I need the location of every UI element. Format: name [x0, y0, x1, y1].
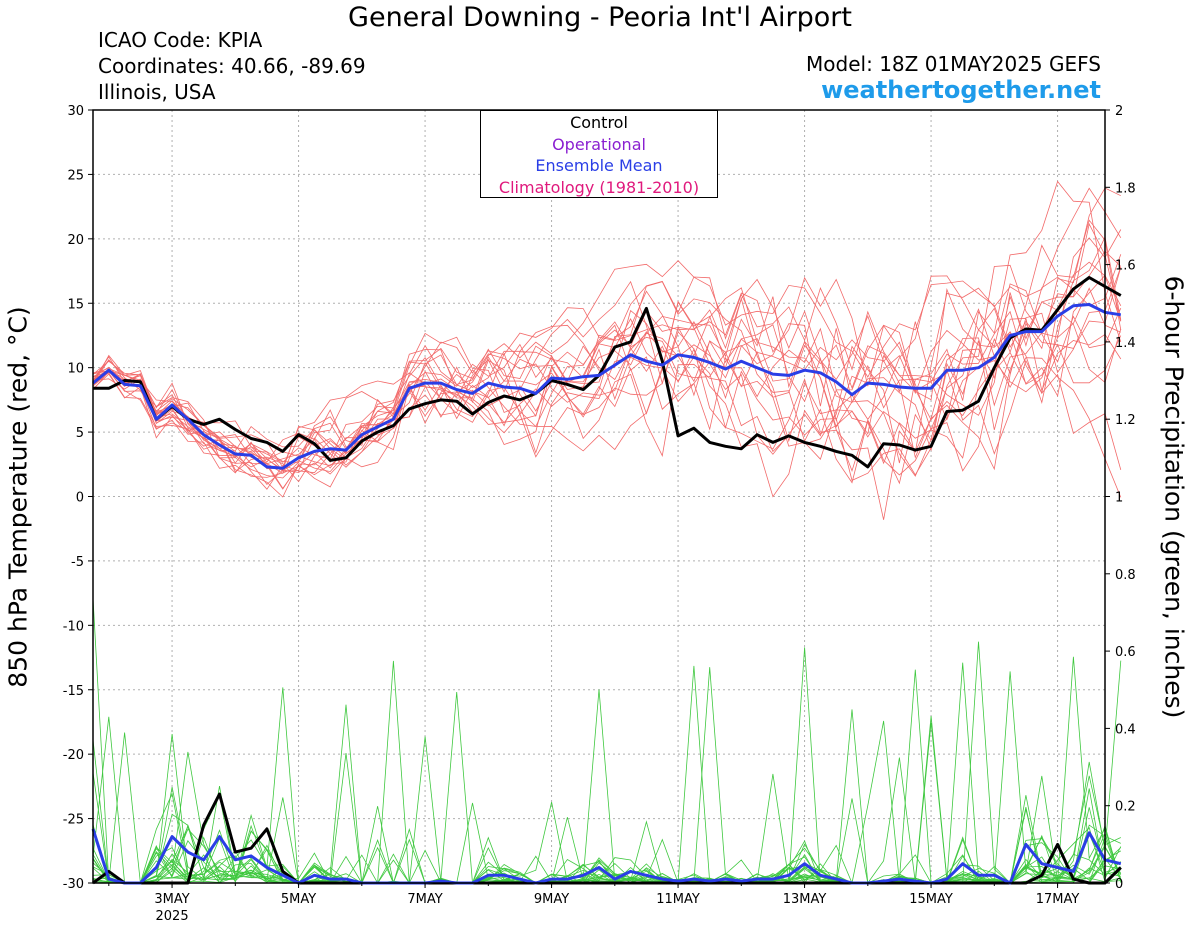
temp-member-line: [92, 219, 1122, 464]
temp-member-line: [92, 187, 1122, 520]
x-tick-label: 7MAY: [407, 892, 442, 907]
y-tick-label-right: 0: [1115, 877, 1123, 892]
y-tick-label-left: 5: [76, 426, 84, 441]
y-tick-label-left: -20: [63, 748, 84, 763]
control-temperature-line: [93, 276, 1122, 469]
ensemble-mean-temperature-line: [92, 303, 1122, 470]
y-axis-left-label: 850 hPa Temperature (red, °C): [3, 305, 33, 688]
temp-member-line: [92, 324, 1122, 498]
y-tick-label-right: 0.2: [1115, 800, 1136, 815]
temp-member-line: [92, 180, 1122, 464]
y-tick-label-left: 25: [67, 168, 84, 183]
y-tick-label-right: 0.6: [1115, 645, 1136, 660]
icao-code: ICAO Code: KPIA: [98, 28, 263, 52]
y-tick-label-right: 0.8: [1115, 568, 1136, 583]
x-tick-label: 17MAY: [1036, 892, 1080, 907]
legend: Control Operational Ensemble Mean Climat…: [480, 110, 718, 198]
precip-member-line: [92, 772, 1122, 884]
axes: 302520151050-5-10-15-20-25-3021.81.61.41…: [63, 104, 1136, 924]
y-tick-label-right: 1.2: [1115, 413, 1136, 428]
y-tick-label-left: -5: [71, 555, 84, 570]
x-tick-label: 15MAY: [909, 892, 953, 907]
y-tick-label-right: 1.4: [1115, 336, 1136, 351]
precip-member-line: [92, 798, 1122, 884]
legend-ensemble-mean: Ensemble Mean: [535, 156, 663, 175]
series: [91, 276, 1122, 885]
model-run: Model: 18Z 01MAY2025 GEFS: [806, 52, 1101, 76]
precip-member-line: [92, 669, 1121, 884]
y-tick-label-left: -25: [63, 813, 84, 828]
precip-member-line: [92, 736, 1122, 884]
y-axis-right-label: 6-hour Precipitation (green, inches): [1159, 275, 1189, 718]
coordinates: Coordinates: 40.66, -89.69: [98, 54, 366, 78]
temp-member-line: [92, 260, 1122, 478]
y-tick-label-right: 1: [1115, 491, 1123, 506]
y-tick-label-left: 30: [67, 104, 84, 119]
x-tick-label: 9MAY: [534, 892, 569, 907]
temp-member-line: [92, 235, 1122, 463]
temp-member-line: [92, 295, 1122, 490]
temp-member-line: [92, 222, 1122, 490]
x-tick-label: 5MAY: [281, 892, 316, 907]
y-tick-label-right: 0.4: [1115, 722, 1136, 737]
temp-member-line: [92, 254, 1122, 471]
x-tick-sublabel: 2025: [156, 909, 189, 924]
legend-operational: Operational: [552, 134, 646, 154]
y-tick-label-left: -30: [63, 877, 84, 892]
site-link[interactable]: weathertogether.net: [821, 76, 1101, 104]
temp-member-line: [92, 187, 1121, 483]
x-tick-label: 11MAY: [656, 892, 700, 907]
region: Illinois, USA: [98, 80, 216, 104]
y-tick-label-left: 10: [67, 362, 84, 377]
y-tick-label-right: 2: [1115, 104, 1123, 119]
y-tick-label-right: 1.6: [1115, 259, 1136, 274]
precip-member-line: [92, 671, 1122, 884]
x-tick-label: 13MAY: [783, 892, 827, 907]
page-title: General Downing - Peoria Int'l Airport: [348, 2, 852, 33]
legend-control: Control: [570, 113, 628, 132]
y-tick-label-left: 20: [67, 233, 84, 248]
legend-climatology: Climatology (1981-2010): [498, 177, 700, 197]
x-tick-label: 3MAY: [154, 892, 189, 907]
ensemble-mean-precipitation-line: [91, 828, 1122, 885]
y-tick-label-right: 1.8: [1115, 181, 1136, 196]
y-tick-label-left: 15: [67, 297, 84, 312]
grid: [93, 110, 1105, 883]
ensemble-members: [92, 180, 1122, 884]
y-tick-label-left: 0: [76, 491, 84, 506]
y-tick-label-left: -10: [63, 619, 84, 634]
precip-member-line: [92, 641, 1122, 884]
y-tick-label-left: -15: [63, 684, 84, 699]
